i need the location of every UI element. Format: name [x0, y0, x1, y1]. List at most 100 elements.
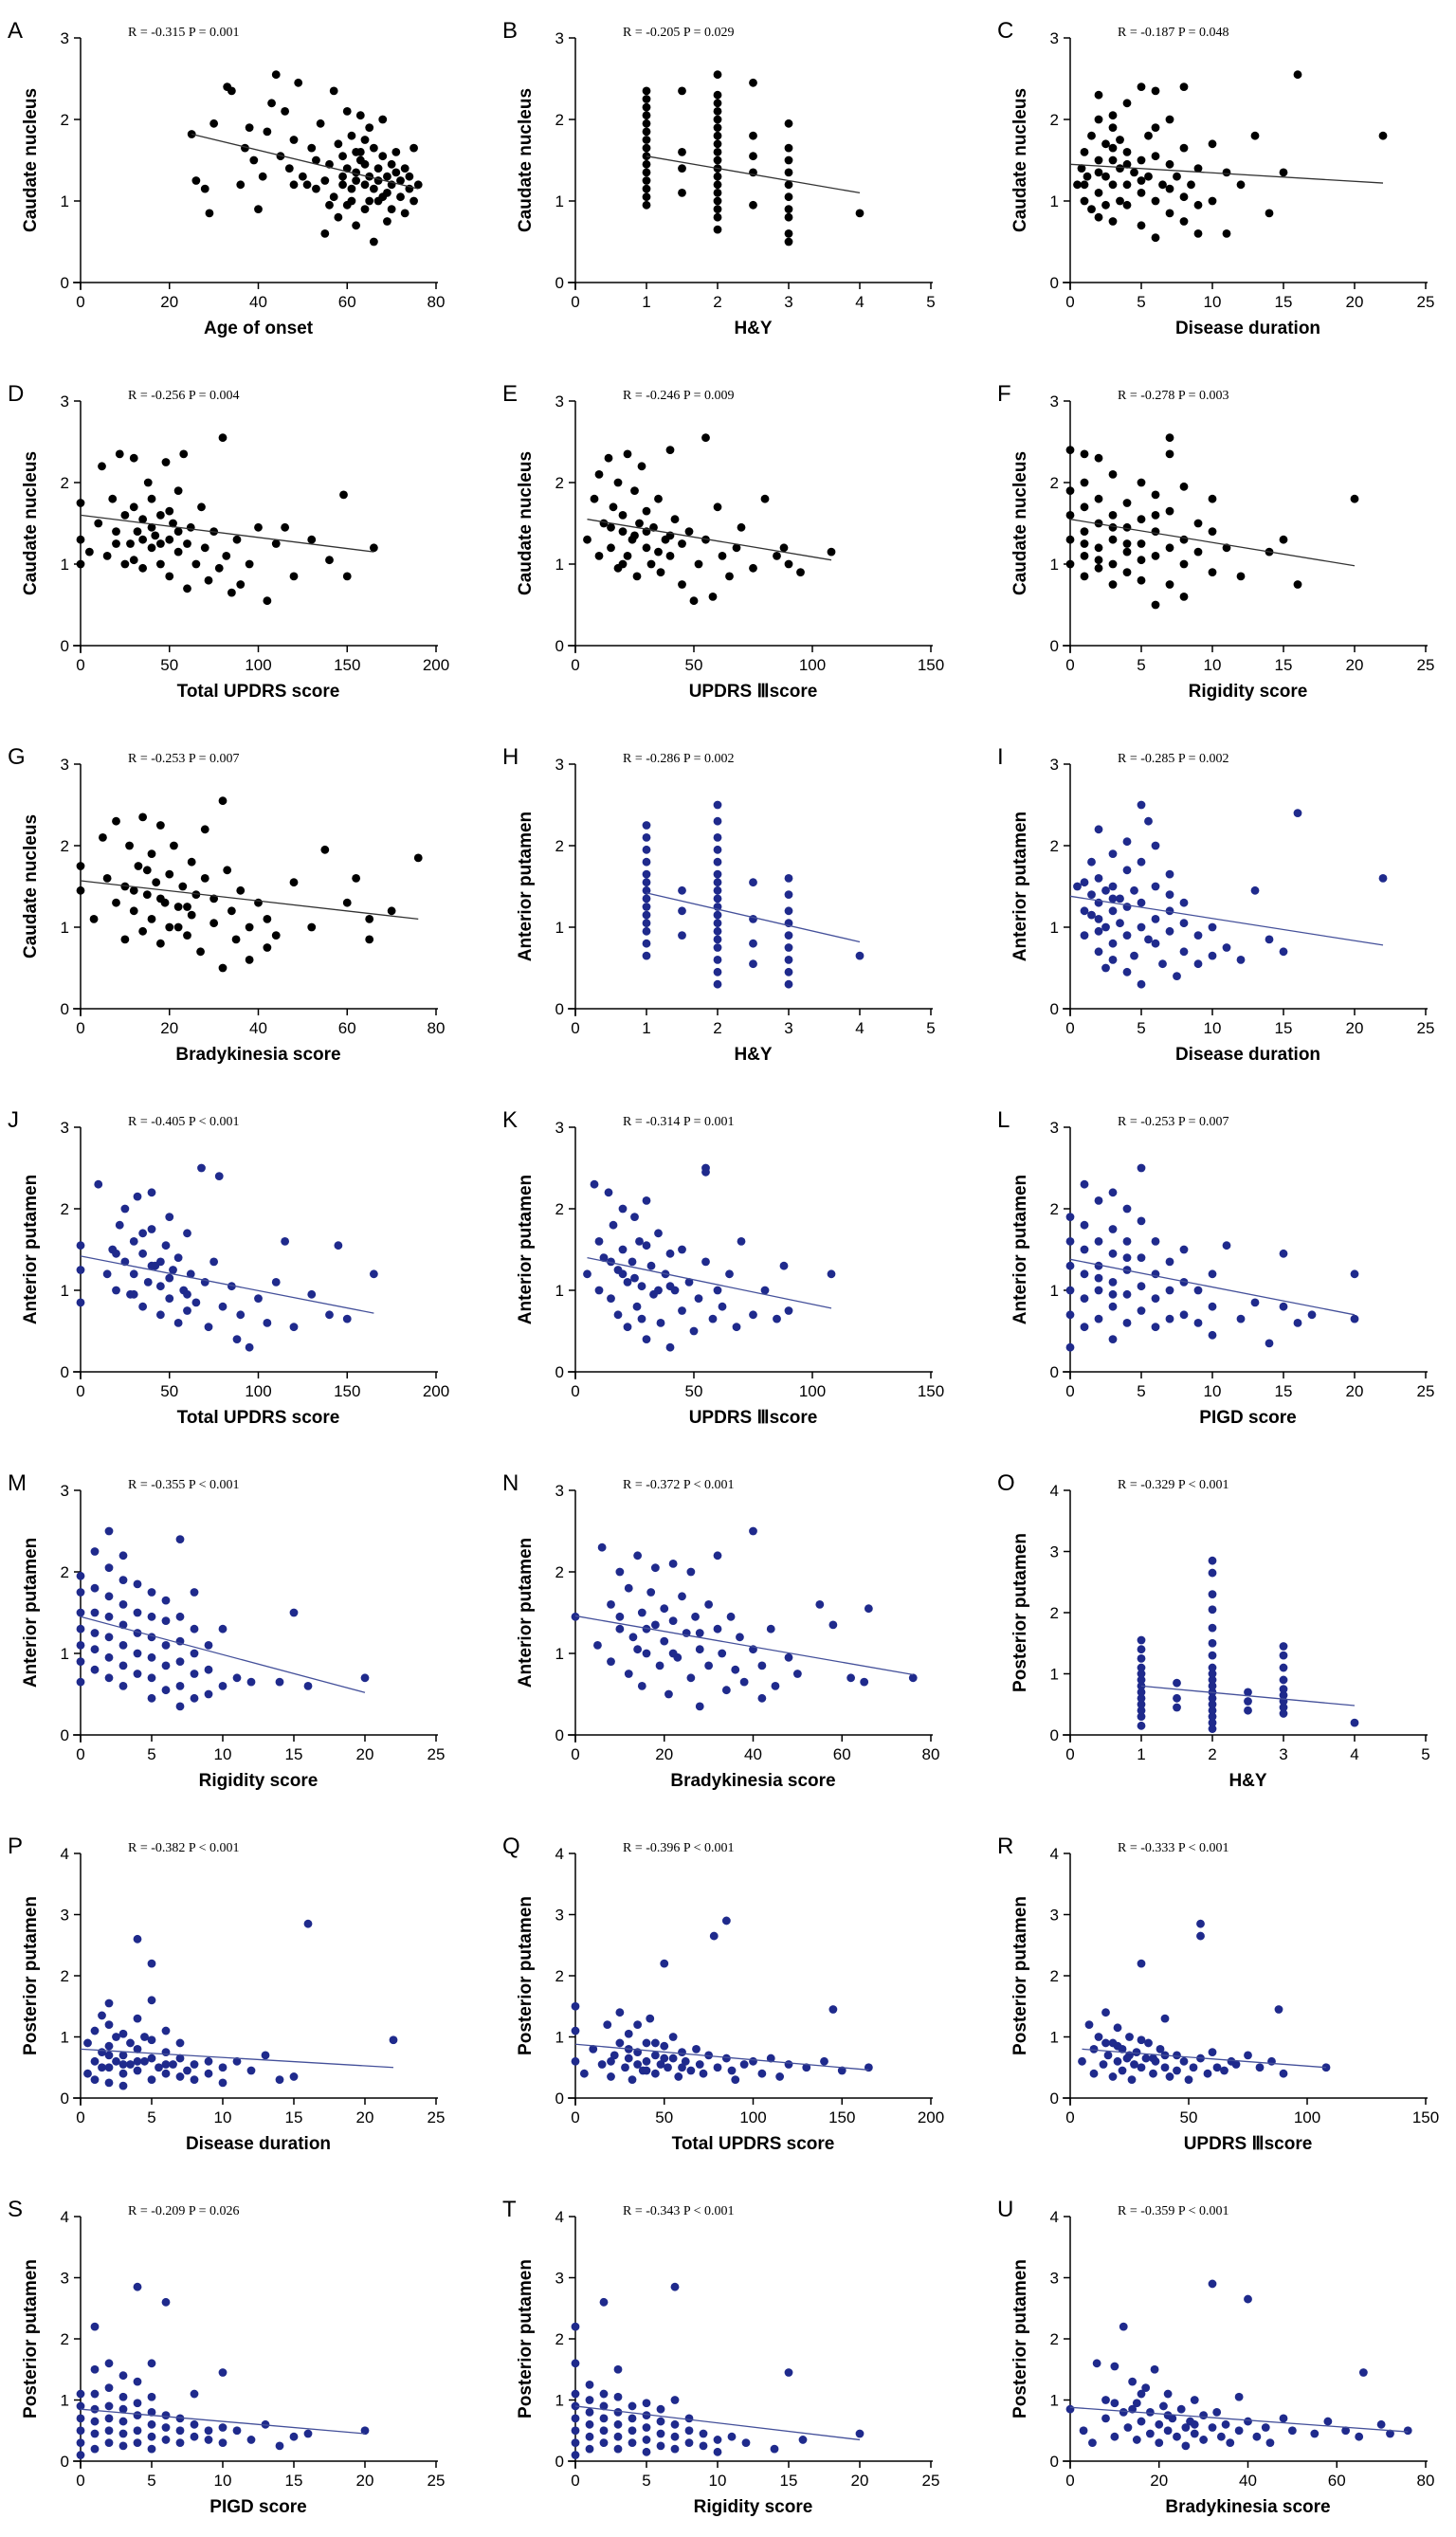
data-point	[1403, 2426, 1412, 2436]
data-point	[1087, 205, 1096, 214]
data-point	[615, 2008, 625, 2017]
data-point	[713, 1286, 722, 1295]
data-point	[1137, 1712, 1146, 1722]
data-point	[161, 2423, 171, 2432]
data-point	[140, 2056, 149, 2066]
data-point	[204, 1665, 213, 1674]
data-point	[369, 543, 378, 553]
data-point	[147, 543, 156, 553]
data-point	[571, 2001, 580, 2011]
data-point	[312, 155, 320, 165]
data-point	[1110, 2362, 1119, 2371]
data-point	[258, 172, 267, 181]
data-point	[757, 2069, 767, 2078]
data-point	[1149, 2069, 1157, 2078]
data-point	[1065, 486, 1075, 495]
x-tick-label: 150	[828, 2108, 855, 2126]
data-point	[642, 1649, 651, 1658]
regression-line	[80, 2408, 366, 2435]
data-point	[179, 449, 189, 459]
data-point	[83, 2069, 92, 2078]
data-point	[1287, 2426, 1297, 2436]
data-point	[713, 943, 722, 952]
data-point	[1173, 2066, 1181, 2075]
data-point	[325, 1310, 334, 1320]
data-point	[1130, 2060, 1138, 2069]
data-point	[613, 478, 623, 487]
data-point	[165, 535, 174, 544]
data-point	[1307, 1310, 1317, 1320]
data-point	[1094, 874, 1103, 883]
data-point	[120, 559, 130, 569]
data-point	[1108, 470, 1118, 479]
x-tick-label: 60	[338, 293, 356, 311]
data-point	[1113, 2056, 1122, 2066]
y-axis-title: Posterior putamen	[516, 1896, 536, 2055]
regression-line	[574, 1615, 914, 1676]
data-point	[161, 2436, 171, 2444]
y-tick-label: 1	[555, 192, 564, 210]
data-point	[161, 1596, 171, 1605]
data-point	[155, 539, 165, 548]
y-axis-title: Anterior putamen	[1010, 1175, 1030, 1324]
x-tick-label: 5	[642, 2472, 650, 2490]
data-point	[654, 1229, 663, 1238]
data-point	[209, 119, 219, 128]
data-point	[133, 2426, 142, 2436]
data-point	[784, 890, 793, 899]
data-point	[628, 2401, 637, 2411]
data-point	[90, 2056, 100, 2066]
data-point	[112, 539, 120, 548]
data-point	[837, 2066, 846, 2075]
data-point	[1151, 152, 1160, 161]
data-point	[678, 148, 686, 156]
data-point	[204, 2056, 213, 2066]
data-point	[660, 1959, 669, 1968]
data-point	[1181, 2423, 1191, 2432]
y-tick-label: 0	[61, 1000, 69, 1018]
data-point	[855, 209, 864, 218]
stat-annotation: R = -0.343 P < 0.001	[623, 2204, 735, 2218]
data-point	[1080, 502, 1089, 512]
y-tick-label: 2	[555, 111, 564, 129]
data-point	[1208, 1682, 1217, 1690]
x-axis-title: Disease duration	[186, 2134, 331, 2154]
data-point	[133, 2045, 142, 2053]
data-point	[342, 572, 352, 581]
data-point	[571, 2414, 580, 2423]
data-point	[757, 1693, 767, 1703]
regression-line	[1069, 1258, 1356, 1316]
data-point	[155, 511, 165, 520]
data-point	[678, 580, 686, 589]
regression-line	[1140, 1685, 1356, 1707]
x-tick-label: 80	[428, 293, 446, 311]
data-point	[1155, 2419, 1164, 2429]
data-point	[147, 2392, 156, 2401]
data-point	[628, 2075, 637, 2085]
data-point	[718, 1302, 727, 1311]
data-point	[1244, 1706, 1252, 1715]
data-point	[142, 890, 152, 899]
data-point	[656, 1319, 665, 1327]
data-point	[686, 2066, 696, 2075]
data-point	[1208, 1638, 1217, 1648]
x-tick-label: 15	[1275, 1019, 1293, 1037]
y-axis-title: Caudate nucleus	[516, 451, 536, 595]
x-tick-label: 40	[249, 293, 267, 311]
data-point	[175, 2053, 185, 2063]
data-point	[695, 2060, 704, 2069]
data-point	[784, 931, 793, 940]
data-point	[1077, 164, 1086, 173]
data-point	[261, 2051, 270, 2060]
data-point	[1108, 180, 1118, 190]
y-axis-title: Anterior putamen	[516, 812, 536, 961]
data-point	[1293, 580, 1302, 589]
data-point	[1094, 1273, 1103, 1283]
data-point	[642, 878, 651, 887]
data-point	[90, 2429, 100, 2438]
data-point	[1065, 1237, 1075, 1246]
data-point	[147, 1959, 156, 1968]
data-point	[1358, 2368, 1368, 2377]
